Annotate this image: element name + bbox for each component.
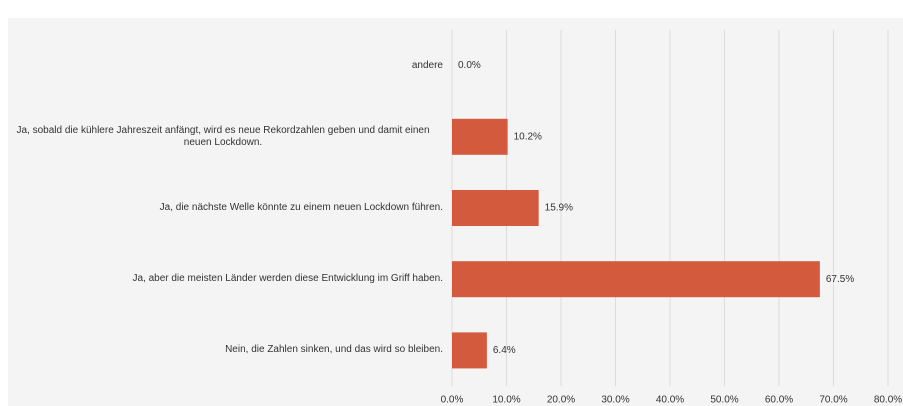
category-text: Ja, aber die meisten Länder werden diese… [132, 273, 443, 285]
x-tick-label: 60.0% [765, 395, 793, 406]
value-label: 67.5% [826, 274, 854, 285]
bar [452, 118, 508, 155]
category-label: Ja, sobald die kühlere Jahreszeit anfäng… [0, 125, 443, 149]
category-label: andere [0, 60, 443, 72]
bar [452, 261, 820, 298]
x-tick-label: 40.0% [656, 395, 684, 406]
x-tick-label: 0.0% [441, 395, 464, 406]
x-tick-label: 30.0% [601, 395, 629, 406]
value-label: 15.9% [545, 203, 573, 214]
category-label: Nein, die Zahlen sinken, und das wird so… [0, 344, 443, 356]
category-text: andere [411, 59, 443, 71]
x-tick-label: 80.0% [874, 395, 902, 406]
bar [452, 332, 487, 369]
x-tick-label: 50.0% [710, 395, 738, 406]
category-text: Ja, die nächste Welle könnte zu einem ne… [159, 202, 443, 213]
value-label: 0.0% [458, 60, 481, 71]
bar [452, 190, 539, 226]
value-label: 6.4% [493, 345, 516, 356]
category-text: Nein, die Zahlen sinken, und das wird so… [225, 344, 443, 356]
category-label: Ja, aber die meisten Länder werden diese… [0, 273, 443, 285]
category-text: Ja, sobald die kühlere Jahreszeit anfäng… [16, 124, 430, 148]
value-label: 10.2% [514, 131, 542, 142]
x-tick-label: 70.0% [819, 395, 847, 406]
category-label: Ja, die nächste Welle könnte zu einem ne… [0, 202, 443, 214]
x-tick-label: 20.0% [547, 395, 575, 406]
x-tick-label: 10.0% [492, 395, 520, 406]
